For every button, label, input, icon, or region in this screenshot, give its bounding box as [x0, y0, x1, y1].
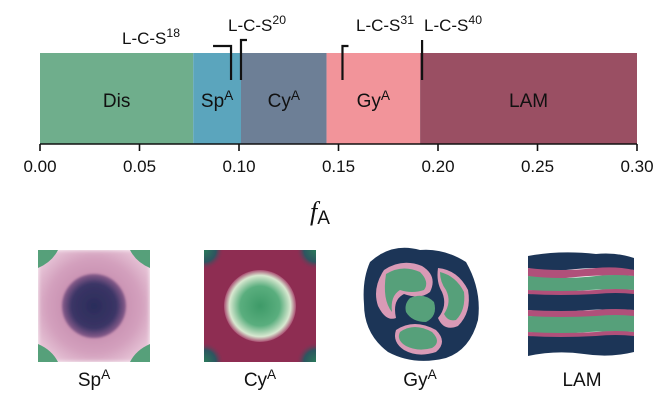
- phase-label-cy: CyA: [268, 88, 301, 112]
- phase-label-gy: GyA: [357, 88, 391, 112]
- lamellar-structure-icon: [528, 252, 634, 356]
- marker-31: L-C-S31: [341, 13, 414, 80]
- x-tick-label: 0.30: [620, 157, 653, 176]
- marker-line: [341, 44, 349, 80]
- phase-label-dis: Dis: [103, 91, 130, 112]
- phase-segment-sp: [193, 53, 241, 144]
- x-tick-label: 0.20: [421, 157, 454, 176]
- structure-label-sp: SpA: [78, 367, 111, 391]
- marker-label: L-C-S18: [122, 26, 180, 48]
- structure-label-cy: CyA: [244, 367, 277, 391]
- gyroid-structure-icon: [363, 247, 479, 361]
- marker-18: L-C-S18: [122, 26, 233, 80]
- sphere-structure-icon: [38, 250, 150, 362]
- x-tick-label: 0.15: [322, 157, 355, 176]
- x-tick-label: 0.00: [23, 157, 56, 176]
- marker-label: L-C-S20: [228, 13, 286, 35]
- phase-segment-lam: [420, 53, 637, 144]
- structure-label-lam: LAM: [562, 370, 601, 391]
- x-tick-label: 0.10: [222, 157, 255, 176]
- phase-segment-cy: [240, 53, 327, 144]
- marker-label: L-C-S40: [424, 13, 482, 35]
- marker-label: L-C-S31: [356, 13, 414, 35]
- marker-line: [213, 44, 233, 80]
- phase-segment-dis: [40, 53, 194, 144]
- x-axis-title: fA: [310, 197, 330, 229]
- x-tick-label: 0.25: [521, 157, 554, 176]
- phase-label-lam: LAM: [509, 91, 548, 112]
- structure-labels: SpA CyA GyA LAM: [78, 367, 602, 391]
- composition-markers: L-C-S18 L-C-S20 L-C-S31 L-C-S40: [122, 13, 482, 80]
- structure-label-gy: GyA: [403, 367, 437, 391]
- marker-40: L-C-S40: [420, 13, 482, 80]
- phase-bar: [40, 53, 637, 144]
- phase-label-sp: SpA: [201, 88, 234, 112]
- marker-line: [239, 38, 247, 80]
- x-axis-ticks: 0.00 0.05 0.10 0.15 0.20 0.25 0.30: [23, 144, 654, 176]
- phase-labels: Dis SpA CyA GyA LAM: [103, 88, 548, 112]
- marker-20: L-C-S20: [228, 13, 286, 80]
- x-tick-label: 0.05: [123, 157, 156, 176]
- cylinder-structure-icon: [204, 250, 316, 362]
